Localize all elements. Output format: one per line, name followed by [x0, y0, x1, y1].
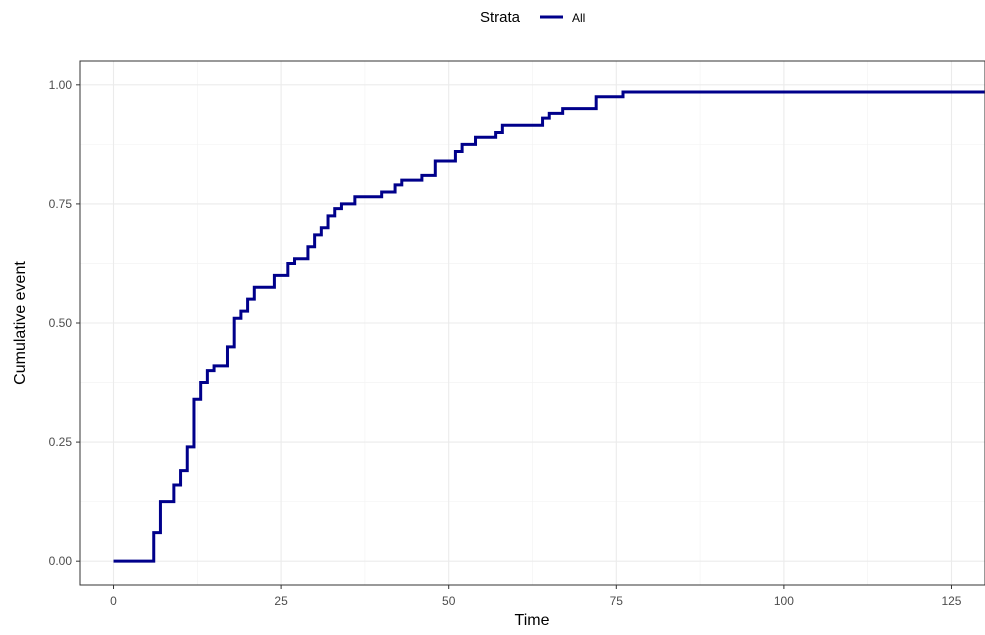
y-tick-label: 0.25 — [49, 435, 73, 449]
grid-major — [80, 61, 985, 585]
x-axis-title: Time — [515, 612, 550, 629]
y-tick-label: 0.00 — [49, 554, 73, 568]
x-tick-label: 50 — [442, 594, 456, 608]
legend-label-all: All — [572, 11, 585, 25]
legend-title: Strata — [480, 9, 521, 26]
x-tick-label: 125 — [941, 594, 961, 608]
y-tick-label: 0.75 — [49, 197, 73, 211]
x-tick-label: 75 — [610, 594, 624, 608]
y-axis-title: Cumulative event — [12, 261, 29, 385]
series-line-all — [113, 90, 985, 563]
y-tick-label: 1.00 — [49, 78, 73, 92]
x-axis: 0 25 50 75 100 125 — [110, 585, 962, 608]
x-tick-label: 100 — [774, 594, 794, 608]
y-axis: 0.00 0.25 0.50 0.75 1.00 — [49, 78, 80, 568]
legend: Strata All — [480, 9, 585, 26]
y-tick-label: 0.50 — [49, 316, 73, 330]
x-tick-label: 25 — [274, 594, 288, 608]
series-layer — [113, 90, 985, 563]
x-tick-label: 0 — [110, 594, 117, 608]
